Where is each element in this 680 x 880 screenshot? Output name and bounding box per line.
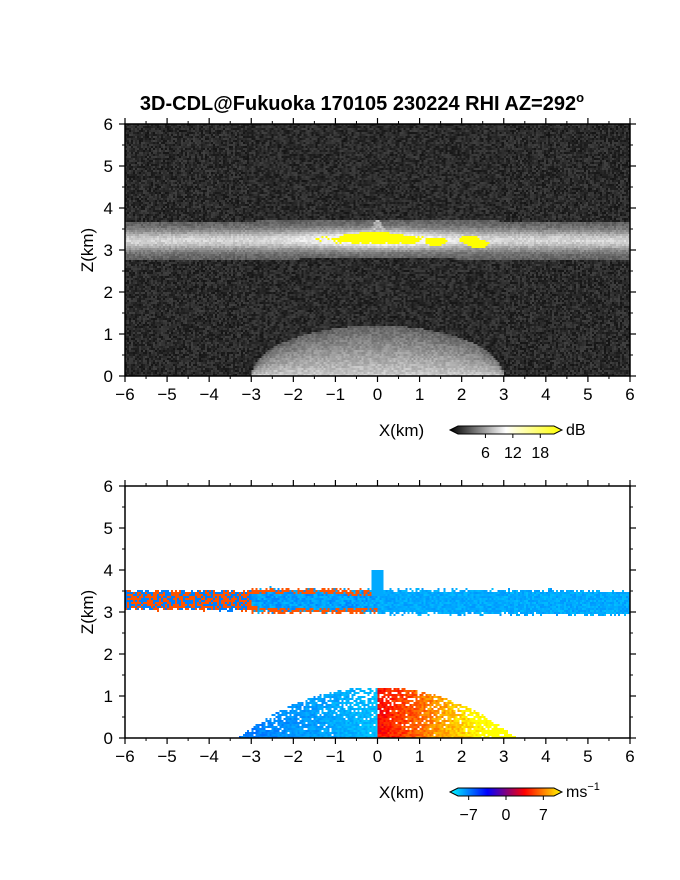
colorbar-unit: ms−1 [566,781,600,801]
x-tick-label: −2 [284,385,303,404]
x-tick-label: −1 [326,385,345,404]
x-tick-label: 5 [583,747,592,766]
field-image [125,124,630,376]
colorbar-tick-label: 7 [539,807,548,824]
x-tick-label: 4 [541,385,550,404]
y-tick-label: 3 [104,603,113,622]
x-tick-label: 6 [625,747,634,766]
colorbar-tick-label: 0 [502,807,511,824]
colorbar-tick-label: 12 [504,445,522,462]
y-tick-label: 4 [104,561,113,580]
x-tick-label: −2 [284,747,303,766]
x-tick-label: 3 [499,747,508,766]
x-tick-label: −6 [115,747,134,766]
colorbar-unit: dB [566,422,586,439]
colorbar-bar [448,425,564,435]
x-tick-label: −6 [115,385,134,404]
x-axis-label: X(km) [379,421,424,440]
y-tick-label: 1 [104,687,113,706]
x-tick-label: 1 [415,385,424,404]
x-tick-label: 3 [499,385,508,404]
colorbar-tick-label: −7 [460,807,478,824]
x-tick-label: 1 [415,747,424,766]
field-image [125,486,630,738]
x-tick-label: 2 [457,385,466,404]
x-tick-label: 5 [583,385,592,404]
y-tick-label: 0 [104,729,113,748]
y-axis-label: Z(km) [78,590,97,634]
y-tick-label: 0 [104,367,113,386]
x-tick-label: 2 [457,747,466,766]
x-axis-label: X(km) [379,783,424,802]
y-tick-label: 2 [104,283,113,302]
x-tick-label: 4 [541,747,550,766]
x-tick-label: −4 [199,747,218,766]
y-tick-label: 5 [104,157,113,176]
x-tick-label: −3 [242,385,261,404]
colorbar-tick-label: 6 [481,445,490,462]
x-tick-label: 0 [373,747,382,766]
colorbar-bar [448,787,564,797]
figure-title: 3D-CDL@Fukuoka 170105 230224 RHI AZ=292o [140,90,584,115]
x-tick-label: −3 [242,747,261,766]
x-tick-label: −4 [199,385,218,404]
y-tick-label: 3 [104,241,113,260]
panel-velocity: −6 −5 −4 −3 −2 −1 0 1 2 3 4 5 6 0 1 2 3 4 5 6 X(km) Z(km) −7 0 7… [78,477,636,824]
x-tick-label: −1 [326,747,345,766]
y-tick-label: 6 [104,115,113,134]
y-axis-label: Z(km) [78,228,97,272]
x-tick-label: 0 [373,385,382,404]
y-tick-label: 6 [104,477,113,496]
x-tick-label: 6 [625,385,634,404]
x-tick-label: −5 [157,747,176,766]
y-tick-label: 1 [104,325,113,344]
x-tick-label: −5 [157,385,176,404]
colorbar-tick-label: 18 [531,445,549,462]
y-tick-label: 5 [104,519,113,538]
y-tick-label: 2 [104,645,113,664]
y-tick-label: 4 [104,199,113,218]
colorbar: −7 0 7 ms−1 [448,781,600,824]
colorbar: 6 12 18 dB [448,422,586,462]
